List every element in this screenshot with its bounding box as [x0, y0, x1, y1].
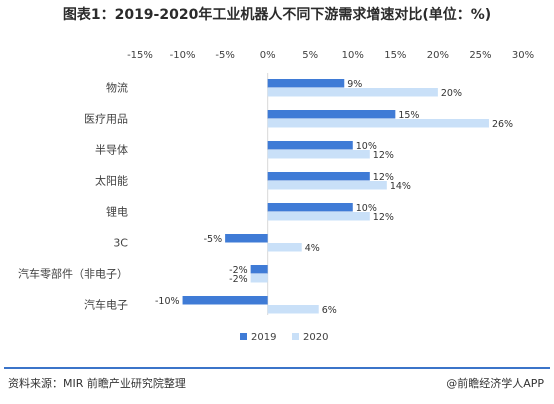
bar-2019 [267, 203, 353, 212]
data-label: 20% [441, 88, 462, 99]
chart-title: 图表1：2019-2020年工业机器人不同下游需求增速对比(单位：%) [62, 7, 492, 23]
x-tick-label: 0% [260, 50, 276, 61]
category-label: 半导体 [95, 143, 128, 157]
data-label: 9% [347, 79, 362, 90]
bar-2019 [267, 110, 396, 119]
x-tick-label: -5% [215, 50, 234, 61]
category-label: 锂电 [106, 205, 128, 219]
bar-2019 [267, 79, 345, 88]
data-label: 14% [390, 181, 411, 192]
category-label: 汽车零部件（非电子） [18, 267, 128, 281]
bar-2020 [267, 119, 489, 128]
data-label: -2% [229, 265, 248, 276]
category-label: 汽车电子 [84, 298, 128, 312]
category-label: 3C [113, 237, 128, 250]
bar-2019 [267, 172, 370, 181]
bar-2020 [267, 212, 370, 221]
x-tick-label: 5% [302, 50, 318, 61]
footer-divider [4, 367, 550, 369]
x-tick-label: 30% [512, 50, 534, 61]
data-label: 10% [356, 203, 377, 214]
legend-swatch-2019 [240, 333, 247, 340]
bar-2019 [225, 234, 268, 243]
bar-2020 [250, 274, 268, 283]
data-label: 15% [398, 110, 419, 121]
data-label: 12% [373, 212, 394, 223]
category-label: 太阳能 [95, 174, 128, 188]
x-tick-label: 10% [342, 50, 364, 61]
brand-credit: @前瞻经济学人APP [446, 377, 544, 390]
legend-swatch-2020 [292, 333, 299, 340]
bar-2020 [267, 88, 438, 97]
bar-2020 [267, 305, 319, 314]
bar-chart: -15% -10% -5% 0% 5% 10% 15% 20% 25% 30% 物流 9% 20% 医疗用… [18, 50, 534, 343]
x-tick-label: 20% [427, 50, 449, 61]
data-label: 6% [322, 305, 337, 316]
bar-2019 [267, 141, 353, 150]
data-label: -10% [155, 296, 180, 307]
data-label: -2% [229, 274, 248, 285]
data-label: -5% [204, 234, 223, 245]
bar-2019 [250, 265, 268, 274]
data-label: 12% [373, 150, 394, 161]
source-note: 资料来源：MIR 前瞻产业研究院整理 [8, 377, 186, 390]
bar-2020 [267, 150, 370, 159]
data-label: 12% [373, 172, 394, 183]
x-tick-label: -10% [170, 50, 196, 61]
x-tick-label: -15% [127, 50, 153, 61]
x-tick-label: 25% [469, 50, 491, 61]
data-label: 4% [305, 243, 320, 254]
legend-label: 2019 [251, 332, 276, 343]
bar-2020 [267, 181, 387, 190]
legend-label: 2020 [303, 332, 328, 343]
bar-2019 [182, 296, 268, 305]
category-label: 医疗用品 [84, 112, 128, 126]
bar-2020 [267, 243, 302, 252]
data-label: 26% [492, 119, 513, 130]
category-label: 物流 [106, 81, 128, 95]
x-tick-label: 15% [384, 50, 406, 61]
data-label: 10% [356, 141, 377, 152]
